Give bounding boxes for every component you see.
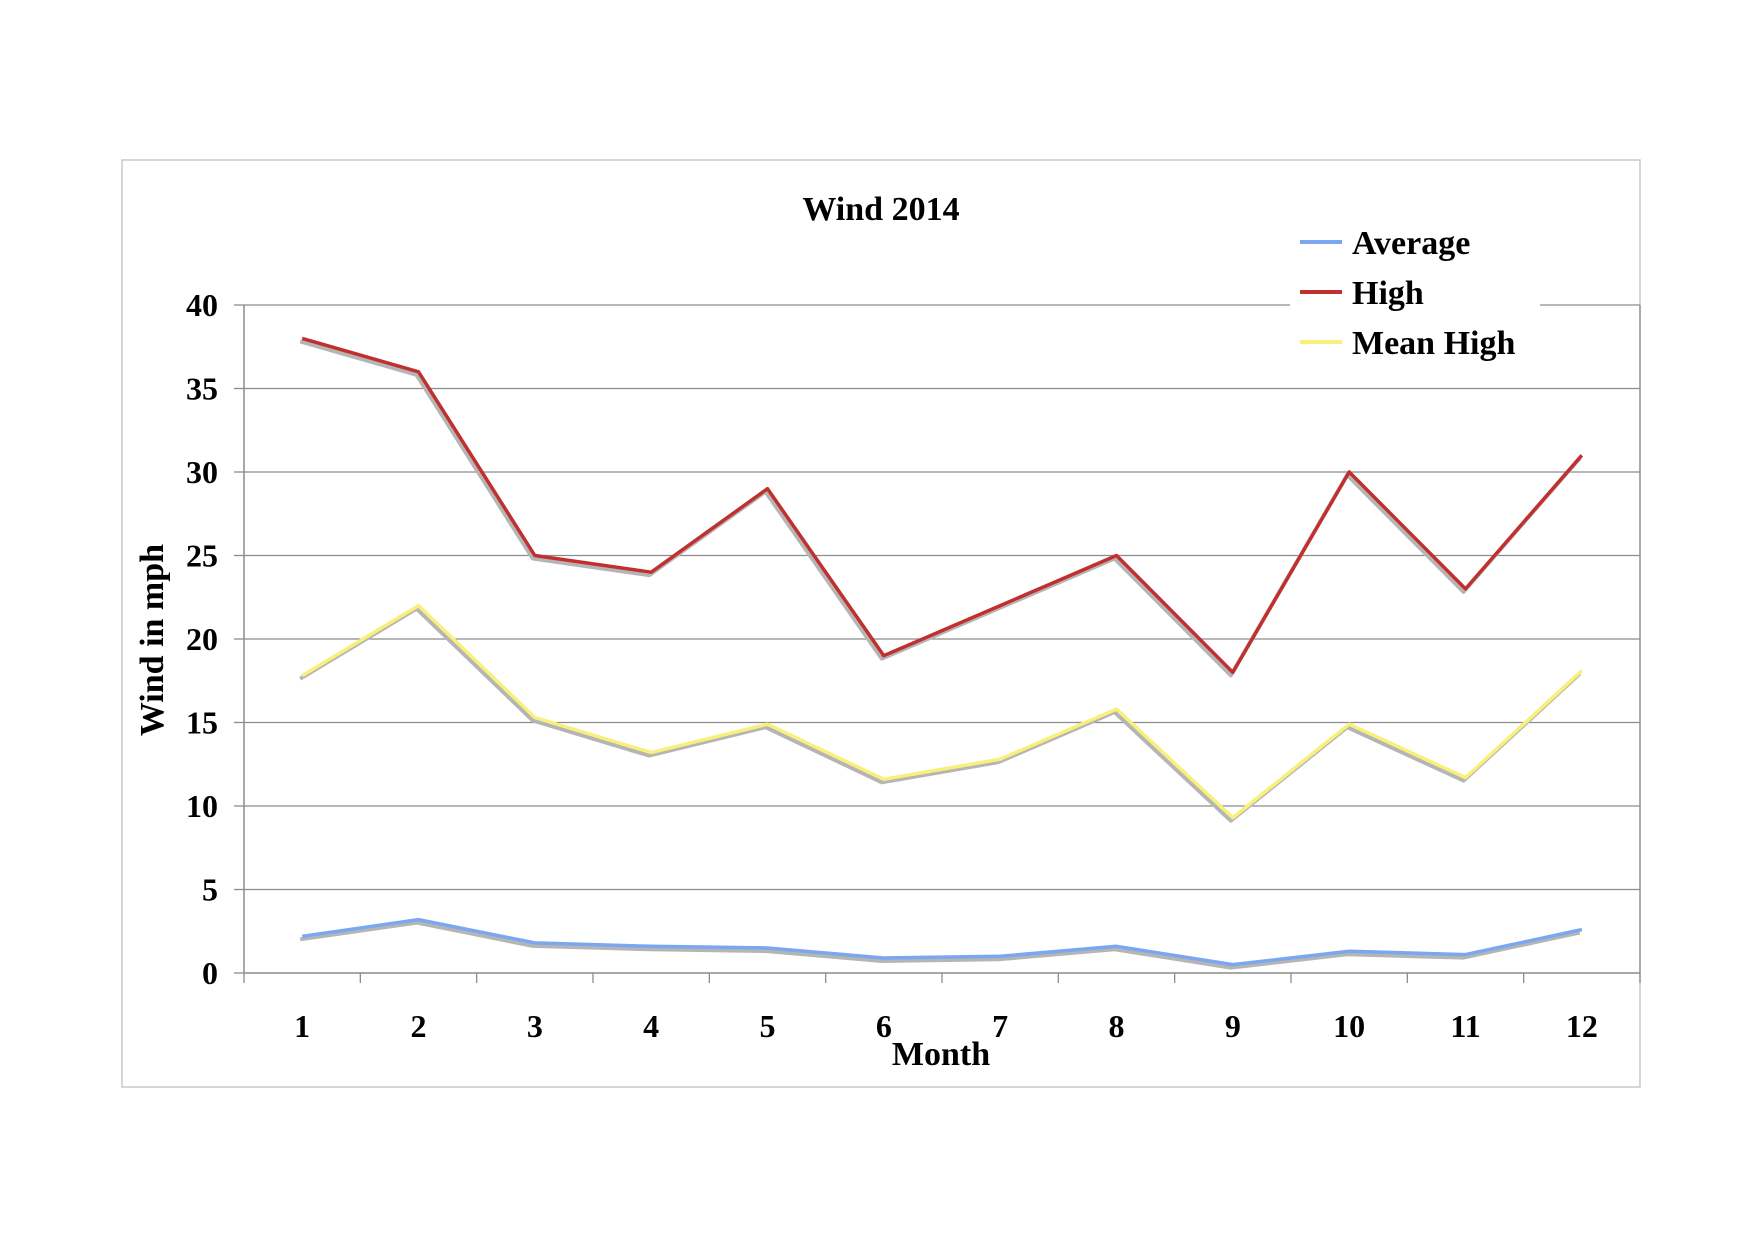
- x-tick-label: 10: [1333, 1008, 1365, 1044]
- series-lines: [299, 336, 1584, 970]
- x-tick-label: 5: [760, 1008, 776, 1044]
- x-tick-label: 7: [992, 1008, 1008, 1044]
- y-tick-label: 0: [202, 955, 218, 991]
- chart-title: Wind 2014: [802, 191, 959, 228]
- legend: Average High Mean High: [1290, 218, 1540, 368]
- series-line-mean-high: [301, 603, 1583, 820]
- x-tick-label: 3: [527, 1008, 543, 1044]
- series-line-average: [301, 917, 1583, 967]
- y-tick-label: 35: [186, 371, 218, 407]
- legend-label: High: [1352, 275, 1424, 312]
- x-tick-label: 1: [294, 1008, 310, 1044]
- legend-label: Mean High: [1352, 325, 1515, 362]
- y-tick-label: 30: [186, 454, 218, 490]
- x-tick-label: 2: [411, 1008, 427, 1044]
- y-tick-label: 25: [186, 538, 218, 574]
- y-tick-label: 15: [186, 705, 218, 741]
- x-tick-label: 9: [1225, 1008, 1241, 1044]
- x-tick-label: 8: [1109, 1008, 1125, 1044]
- gridlines: [244, 304, 1640, 891]
- x-axis-label: Month: [892, 1036, 990, 1073]
- legend-label: Average: [1352, 225, 1470, 262]
- series-shadow: [299, 339, 1582, 678]
- x-tick-label: 4: [643, 1008, 659, 1044]
- y-tick-label: 10: [186, 788, 218, 824]
- y-tick-label: 20: [186, 621, 218, 657]
- x-tick-label: 6: [876, 1008, 892, 1044]
- x-tick-label: 12: [1566, 1008, 1598, 1044]
- y-tick-label: 5: [202, 872, 218, 908]
- series-shadow: [299, 606, 1582, 823]
- y-tick-label: 40: [186, 287, 218, 323]
- y-axis-label: Wind in mph: [134, 544, 171, 736]
- series-line-high: [301, 336, 1584, 675]
- x-tick-label: 11: [1450, 1008, 1480, 1044]
- series-shadow: [299, 920, 1581, 970]
